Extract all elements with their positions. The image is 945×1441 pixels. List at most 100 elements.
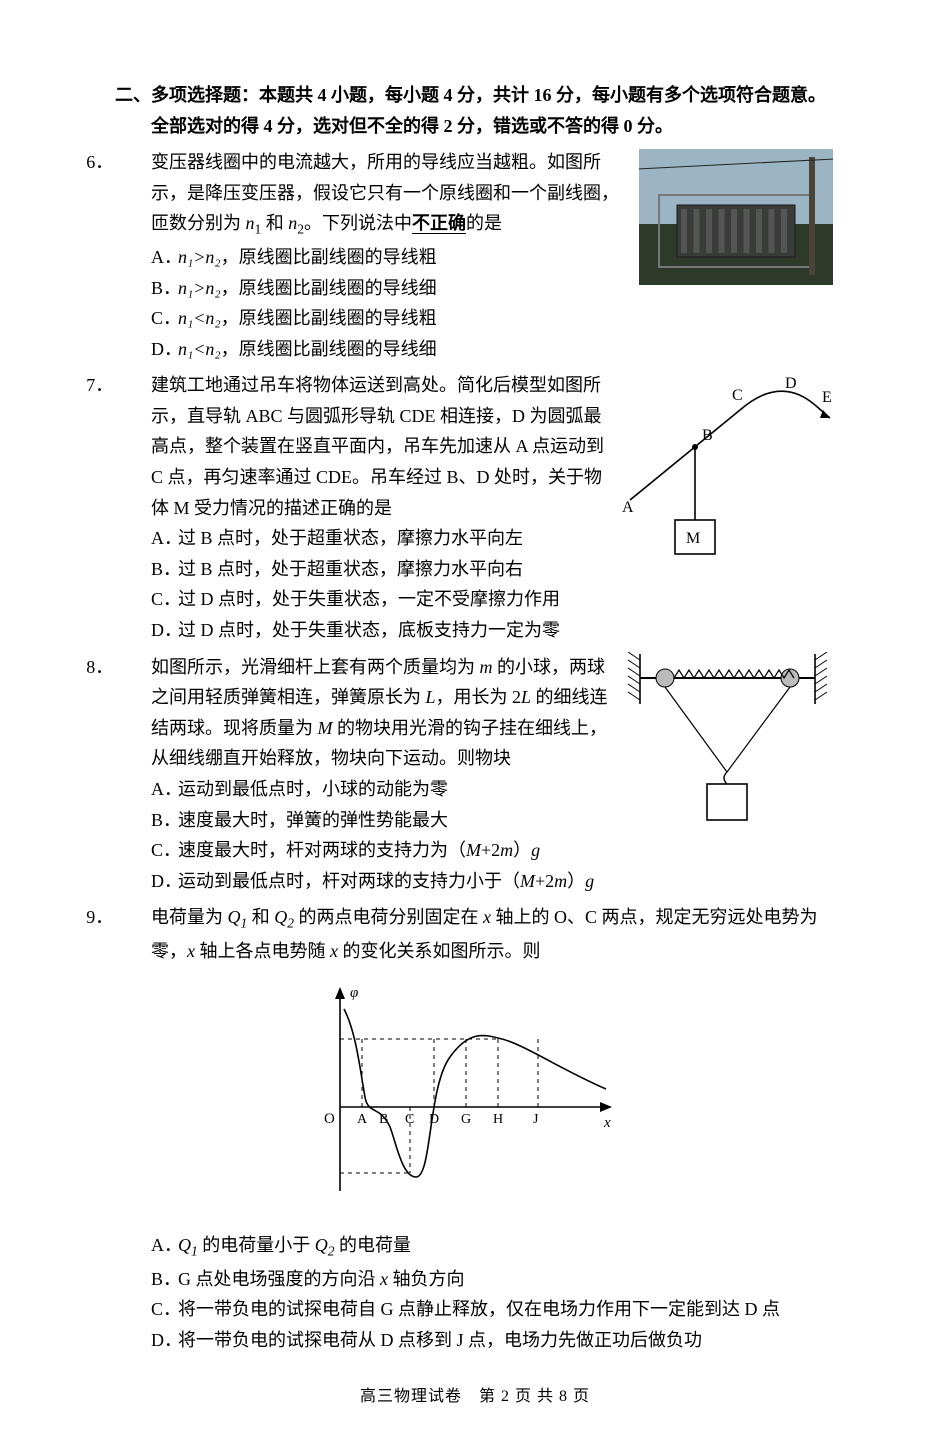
q9-optA-Q2: Q <box>315 1235 328 1255</box>
q6-optD-vars: n₁<n₂ <box>178 339 221 359</box>
q7-optD: D．过 D 点时，处于失重状态，底板支持力一定为零 <box>151 615 835 646</box>
q9-optD: D．将一带负电的试探电荷从 D 点移到 J 点，电场力先做正功后做负功 <box>151 1325 835 1356</box>
q9-p2: 的两点电荷分别固定在 <box>294 907 483 927</box>
q7-optD-text: 过 D 点时，处于失重状态，底板支持力一定为零 <box>178 620 560 640</box>
svg-text:M: M <box>686 530 700 547</box>
q9-number: 9． <box>86 902 113 933</box>
q9-body: 电荷量为 Q1 和 Q2 的两点电荷分别固定在 x 轴上的 O、C 两点，规定无… <box>151 902 835 966</box>
transformer-photo-icon <box>637 147 835 287</box>
q8-figure <box>620 652 835 837</box>
q8-p3: ，用长为 2 <box>436 687 522 707</box>
q7-figure: ABCDEM <box>620 370 835 565</box>
q7-number: 7． <box>86 370 113 401</box>
q8-optD-m2: m <box>554 871 567 891</box>
svg-text:C: C <box>732 387 743 404</box>
svg-text:O: O <box>324 1111 335 1127</box>
q7-optB-text: 过 B 点时，处于超重状态，摩擦力水平向右 <box>178 559 523 579</box>
svg-text:E: E <box>822 389 832 406</box>
svg-text:A: A <box>357 1112 368 1127</box>
q7-optA-label: A． <box>151 523 178 554</box>
svg-text:D: D <box>785 375 797 392</box>
q8-optD-label: D． <box>151 866 178 897</box>
q6-not-correct: 不正确 <box>412 213 466 234</box>
q7-optC: C．过 D 点时，处于失重状态，一定不受摩擦力作用 <box>151 584 835 615</box>
q6-optD-label: D． <box>151 334 178 365</box>
q8-optA-label: A． <box>151 774 178 805</box>
q9-and: 和 <box>247 907 274 927</box>
svg-text:x: x <box>603 1115 611 1131</box>
q8-optD-mid: +2 <box>535 871 554 891</box>
q6-suffix2: 的是 <box>466 213 502 233</box>
q9-p4: 轴上各点电势随 <box>195 941 330 961</box>
q9-optB-p2: 轴负方向 <box>388 1269 465 1289</box>
q8-m: m <box>480 657 493 677</box>
q6-optA-text: ，原线圈比副线圈的导线粗 <box>221 247 437 267</box>
page-footer: 高三物理试卷 第 2 页 共 8 页 <box>115 1383 835 1410</box>
q9-x1: x <box>483 907 491 927</box>
svg-text:G: G <box>461 1112 471 1127</box>
q9-Q2s: 2 <box>287 916 294 931</box>
q9-p1: 电荷量为 <box>151 907 228 927</box>
q6-number: 6． <box>86 147 113 178</box>
q6-optD: D．n₁<n₂，原线圈比副线圈的导线细 <box>151 334 835 365</box>
q9-optC-text: 将一带负电的试探电荷自 G 点静止释放，仅在电场力作用下一定能到达 D 点 <box>178 1299 780 1319</box>
spring-diagram-icon <box>620 652 835 837</box>
q9-optA-Q1s: 1 <box>191 1244 198 1259</box>
q8-optC-g: g <box>531 840 540 860</box>
q6-optC-vars: n₁<n₂ <box>178 308 221 328</box>
q8-optD-M: M <box>520 871 535 891</box>
q6-optC-text: ，原线圈比副线圈的导线粗 <box>221 308 437 328</box>
q8-optC-pre: 速度最大时，杆对两球的支持力为（ <box>178 840 466 860</box>
q9-optA-p1: 的电荷量小于 <box>198 1235 315 1255</box>
q6-optD-text: ，原线圈比副线圈的导线细 <box>221 339 437 359</box>
q8-p1: 如图所示，光滑细杆上套有两个质量均为 <box>151 657 480 677</box>
q9-optA-Q1: Q <box>178 1235 191 1255</box>
q6-optA-vars: n₁>n₂ <box>178 247 221 267</box>
q9-p5: 的变化关系如图所示。则 <box>338 941 541 961</box>
q7-optB-label: B． <box>151 554 178 585</box>
q8-optC-mid: +2 <box>481 840 500 860</box>
svg-text:φ: φ <box>350 985 358 1001</box>
q9-optB: B．G 点处电场强度的方向沿 x 轴负方向 <box>151 1264 835 1295</box>
q6-suffix1: 。下列说法中 <box>304 213 412 233</box>
q9-Q2: Q <box>274 907 287 927</box>
q6-optC-label: C． <box>151 303 178 334</box>
q8-optB-label: B． <box>151 805 178 836</box>
q9-optC-label: C． <box>151 1294 178 1325</box>
track-diagram-icon: ABCDEM <box>620 370 835 565</box>
q6-n2: n <box>288 213 297 233</box>
q9-x3: x <box>330 941 338 961</box>
page: 二、多项选择题：本题共 4 小题，每小题 4 分，共计 16 分，每小题有多个选… <box>0 0 945 1441</box>
question-9: 9． 电荷量为 Q1 和 Q2 的两点电荷分别固定在 x 轴上的 O、C 两点，… <box>115 902 835 1355</box>
q6-n1: n <box>246 213 255 233</box>
q7-optC-text: 过 D 点时，处于失重状态，一定不受摩擦力作用 <box>178 589 560 609</box>
q6-optB-label: B． <box>151 273 178 304</box>
q9-optD-label: D． <box>151 1325 178 1356</box>
q6-between: 和 <box>261 213 288 233</box>
svg-text:C: C <box>405 1112 414 1127</box>
section-heading-line1: 二、多项选择题：本题共 4 小题，每小题 4 分，共计 16 分，每小题有多个选… <box>115 85 826 105</box>
question-8: 8． 如图所示，光滑细杆上套有两个质量均为 m 的小球，两球之间用轻质弹簧相连，… <box>115 652 835 897</box>
svg-text:B: B <box>702 427 713 444</box>
q9-optB-p1: G 点处电场强度的方向沿 <box>178 1269 380 1289</box>
potential-chart-icon: φxOABCDGHJ <box>310 977 640 1207</box>
section-heading: 二、多项选择题：本题共 4 小题，每小题 4 分，共计 16 分，每小题有多个选… <box>115 80 835 141</box>
q9-figure-wrap: φxOABCDGHJ <box>115 977 835 1217</box>
q6-optA-label: A． <box>151 242 178 273</box>
q9-Q1: Q <box>228 907 241 927</box>
svg-text:H: H <box>493 1112 503 1127</box>
q9-optB-x: x <box>380 1269 388 1289</box>
q8-optC: C．速度最大时，杆对两球的支持力为（M+2m）g <box>151 835 835 866</box>
q7-optC-label: C． <box>151 584 178 615</box>
q8-optD-pre: 运动到最低点时，杆对两球的支持力小于（ <box>178 871 520 891</box>
q7-optA-text: 过 B 点时，处于超重状态，摩擦力水平向左 <box>178 528 523 548</box>
q8-number: 8． <box>86 652 113 683</box>
q9-optA-label: A． <box>151 1230 178 1261</box>
q8-optC-m2: m <box>500 840 513 860</box>
q9-optD-text: 将一带负电的试探电荷从 D 点移到 J 点，电场力先做正功后做负功 <box>178 1330 702 1350</box>
q8-optB-text: 速度最大时，弹簧的弹性势能最大 <box>178 810 448 830</box>
question-7: ABCDEM 7． 建筑工地通过吊车将物体运送到高处。简化后模型如图所示，直导轨… <box>115 370 835 645</box>
q9-optC: C．将一带负电的试探电荷自 G 点静止释放，仅在电场力作用下一定能到达 D 点 <box>151 1294 835 1325</box>
q6-n2-sub: 2 <box>297 222 304 237</box>
svg-text:J: J <box>533 1112 539 1127</box>
